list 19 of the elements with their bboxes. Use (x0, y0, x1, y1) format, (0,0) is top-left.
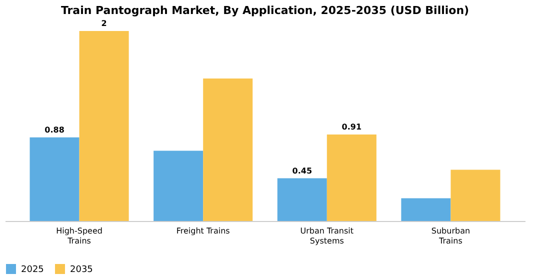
bar (277, 178, 327, 221)
bar (326, 134, 376, 221)
bar (154, 150, 204, 221)
bar (401, 198, 451, 221)
data-label: 2 (101, 19, 107, 28)
x-tick-label: Freight Trains (176, 226, 230, 236)
bar (30, 137, 80, 221)
chart-title: Train Pantograph Market, By Application, 2025-2035 (USD Billion) (60, 4, 470, 17)
data-label: 0.88 (44, 125, 65, 134)
bar (79, 31, 129, 221)
data-label: 0.91 (342, 122, 362, 132)
bar (203, 78, 253, 221)
bar (450, 170, 500, 221)
legend-label: 2025 (21, 265, 44, 275)
x-tick-label: Suburban Trains (431, 226, 470, 246)
data-label: 0.45 (292, 166, 312, 176)
x-tick-label: High-Speed Trains (56, 226, 102, 246)
legend-label: 2035 (70, 265, 93, 275)
x-tick-label: Urban Transit Systems (300, 226, 354, 246)
